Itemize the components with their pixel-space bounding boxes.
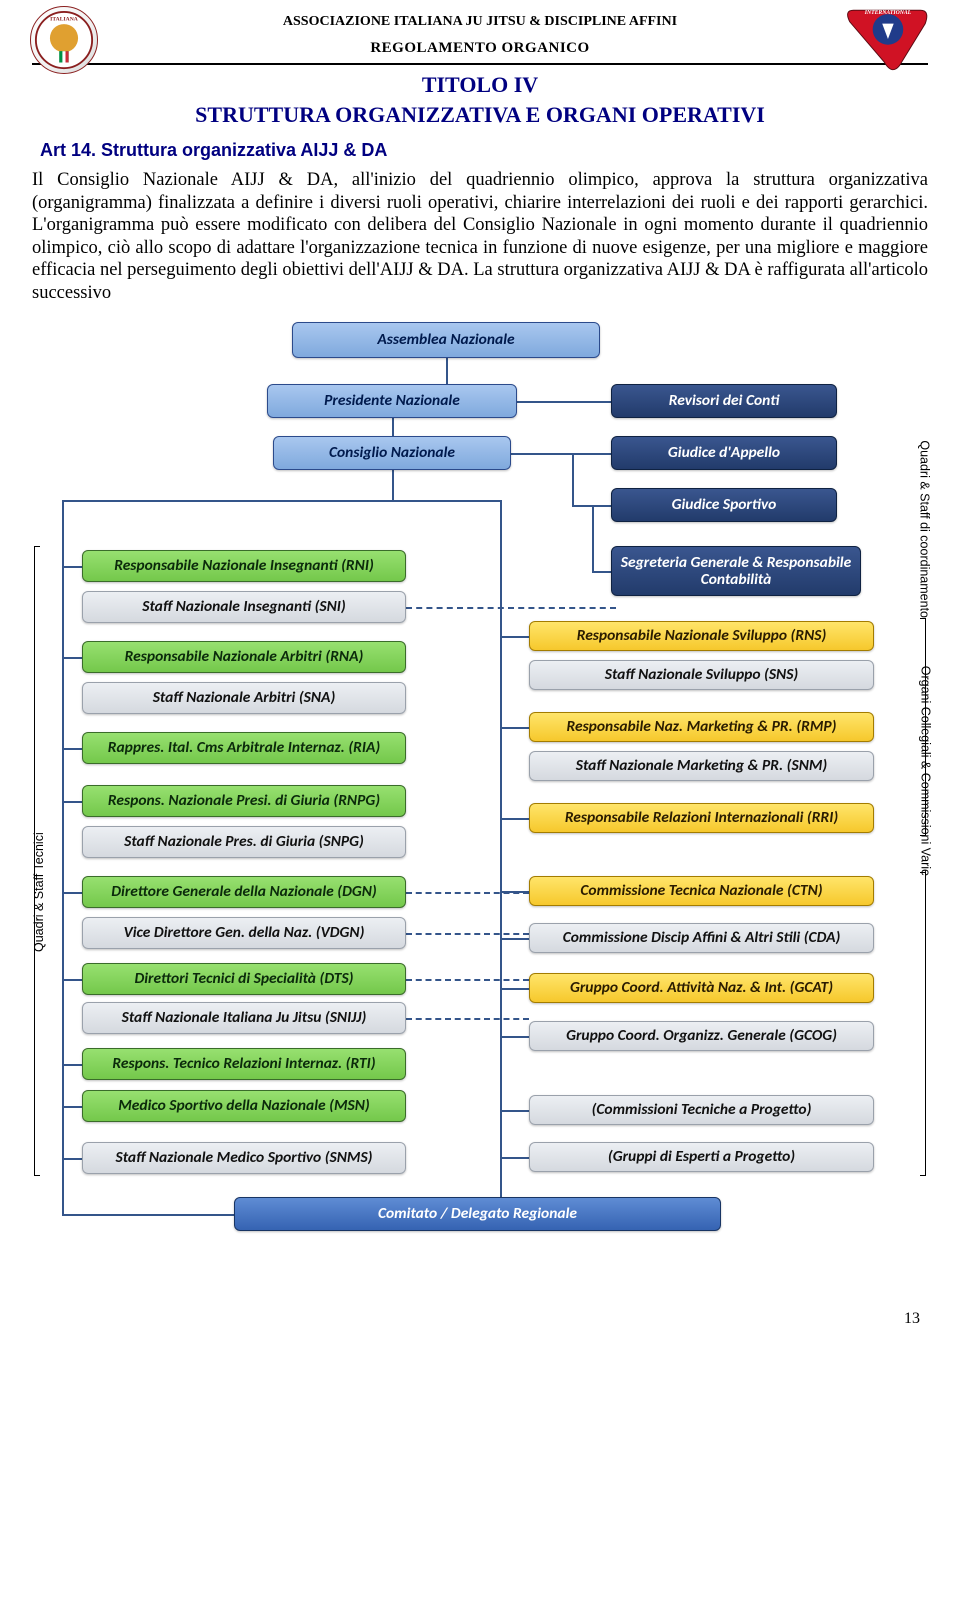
org-box-segreteria: Segreteria Generale & Responsabile Conta…	[611, 546, 861, 596]
org-box-sni: Staff Nazionale Insegnanti (SNI)	[82, 591, 406, 623]
org-box-snpg: Staff Nazionale Pres. di Giuria (SNPG)	[82, 826, 406, 858]
connector	[500, 1176, 502, 1197]
connector-dashed	[406, 892, 529, 894]
connector	[572, 453, 574, 505]
connector	[446, 358, 448, 384]
side-label-left: Quadri & Staff Tecnici	[32, 833, 46, 953]
connector	[62, 801, 82, 803]
connector	[500, 727, 529, 729]
connector	[62, 1176, 64, 1214]
connector	[62, 1064, 82, 1066]
connector	[500, 1036, 529, 1038]
connector	[511, 453, 611, 455]
org-box-msn: Medico Sportivo della Nazionale (MSN)	[82, 1090, 406, 1122]
title-line2: STRUTTURA ORGANIZZATIVA E ORGANI OPERATI…	[32, 101, 928, 129]
org-box-snm: Staff Nazionale Marketing & PR. (SNM)	[529, 751, 874, 781]
org-box-gcat: Gruppo Coord. Attività Naz. & Int. (GCAT…	[529, 973, 874, 1003]
connector	[62, 1214, 234, 1216]
org-chart: Quadri & Staff Tecnici Quadri & Staff di…	[32, 322, 928, 1312]
org-box-sna: Staff Nazionale Arbitri (SNA)	[82, 682, 406, 714]
connector	[62, 748, 82, 750]
org-box-vdgn: Vice Direttore Gen. della Naz. (VDGN)	[82, 917, 406, 949]
connector	[500, 988, 529, 990]
org-box-rni: Responsabile Nazionale Insegnanti (RNI)	[82, 550, 406, 582]
org-box-presidente: Presidente Nazionale	[267, 384, 517, 418]
org-box-assemblea: Assemblea Nazionale	[292, 322, 600, 358]
connector	[500, 636, 529, 638]
connector	[392, 500, 502, 502]
connector	[592, 505, 594, 571]
connector	[62, 500, 64, 1176]
org-box-gep: (Gruppi di Esperti a Progetto)	[529, 1142, 874, 1172]
org-box-gcog: Gruppo Coord. Organizz. Generale (GCOG)	[529, 1021, 874, 1051]
org-box-snijj: Staff Nazionale Italiana Ju Jitsu (SNIJJ…	[82, 1002, 406, 1034]
org-box-dts: Direttori Tecnici di Specialità (DTS)	[82, 963, 406, 995]
org-box-rnpg: Respons. Nazionale Presi. di Giuria (RNP…	[82, 785, 406, 817]
connector-dashed	[406, 933, 529, 935]
header-subtitle: REGOLAMENTO ORGANICO	[32, 34, 928, 61]
connector	[62, 566, 82, 568]
org-box-dgn: Direttore Generale della Nazionale (DGN)	[82, 876, 406, 908]
connector	[62, 1158, 82, 1160]
article-body: Il Consiglio Nazionale AIJJ & DA, all'in…	[32, 169, 928, 304]
connector-dashed	[406, 607, 616, 609]
org-box-ctn: Commissione Tecnica Nazionale (CTN)	[529, 876, 874, 906]
connector-dashed	[406, 979, 529, 981]
connector	[62, 500, 394, 502]
org-box-appello: Giudice d'Appello	[611, 436, 837, 470]
org-box-consiglio: Consiglio Nazionale	[273, 436, 511, 470]
bracket-right-organi	[920, 872, 926, 1176]
org-box-ria: Rappres. Ital. Cms Arbitrale Internaz. (…	[82, 732, 406, 764]
connector	[500, 1157, 529, 1159]
org-box-sns: Staff Nazionale Sviluppo (SNS)	[529, 660, 874, 690]
page-number: 13	[904, 1310, 920, 1328]
side-label-right-bottom: Organi Collegiali & Commissioni Varie	[918, 666, 932, 876]
connector	[592, 571, 611, 573]
org-box-rna: Responsabile Nazionale Arbitri (RNA)	[82, 641, 406, 673]
connector	[62, 979, 82, 981]
connector	[62, 892, 82, 894]
header-org: ASSOCIAZIONE ITALIANA JU JITSU & DISCIPL…	[32, 10, 928, 34]
org-box-rti: Respons. Tecnico Relazioni Internaz. (RT…	[82, 1048, 406, 1080]
org-box-snms: Staff Nazionale Medico Sportivo (SNMS)	[82, 1142, 406, 1174]
connector	[500, 1110, 529, 1112]
org-box-cda: Commissione Discip Affini & Altri Stili …	[529, 923, 874, 953]
connector	[392, 470, 394, 500]
connector	[392, 418, 394, 436]
connector	[500, 818, 529, 820]
header-rule	[32, 63, 928, 65]
article-heading: Art 14. Struttura organizzativa AIJJ & D…	[40, 140, 928, 161]
connector-dashed	[406, 1018, 529, 1020]
side-label-right-top: Quadri & Staff di coordinamento	[918, 441, 932, 619]
org-box-rri: Responsabile Relazioni Internazionali (R…	[529, 803, 874, 833]
org-box-rmp: Responsabile Naz. Marketing & PR. (RMP)	[529, 712, 874, 742]
org-box-sportivo: Giudice Sportivo	[611, 488, 837, 522]
org-box-comitato: Comitato / Delegato Regionale	[234, 1197, 721, 1231]
org-box-ctp: (Commissioni Tecniche a Progetto)	[529, 1095, 874, 1125]
connector	[500, 938, 529, 940]
org-box-revisori: Revisori dei Conti	[611, 384, 837, 418]
org-box-rns: Responsabile Nazionale Sviluppo (RNS)	[529, 621, 874, 651]
connector	[62, 1106, 82, 1108]
connector	[62, 657, 82, 659]
title-line1: TITOLO IV	[32, 71, 928, 99]
